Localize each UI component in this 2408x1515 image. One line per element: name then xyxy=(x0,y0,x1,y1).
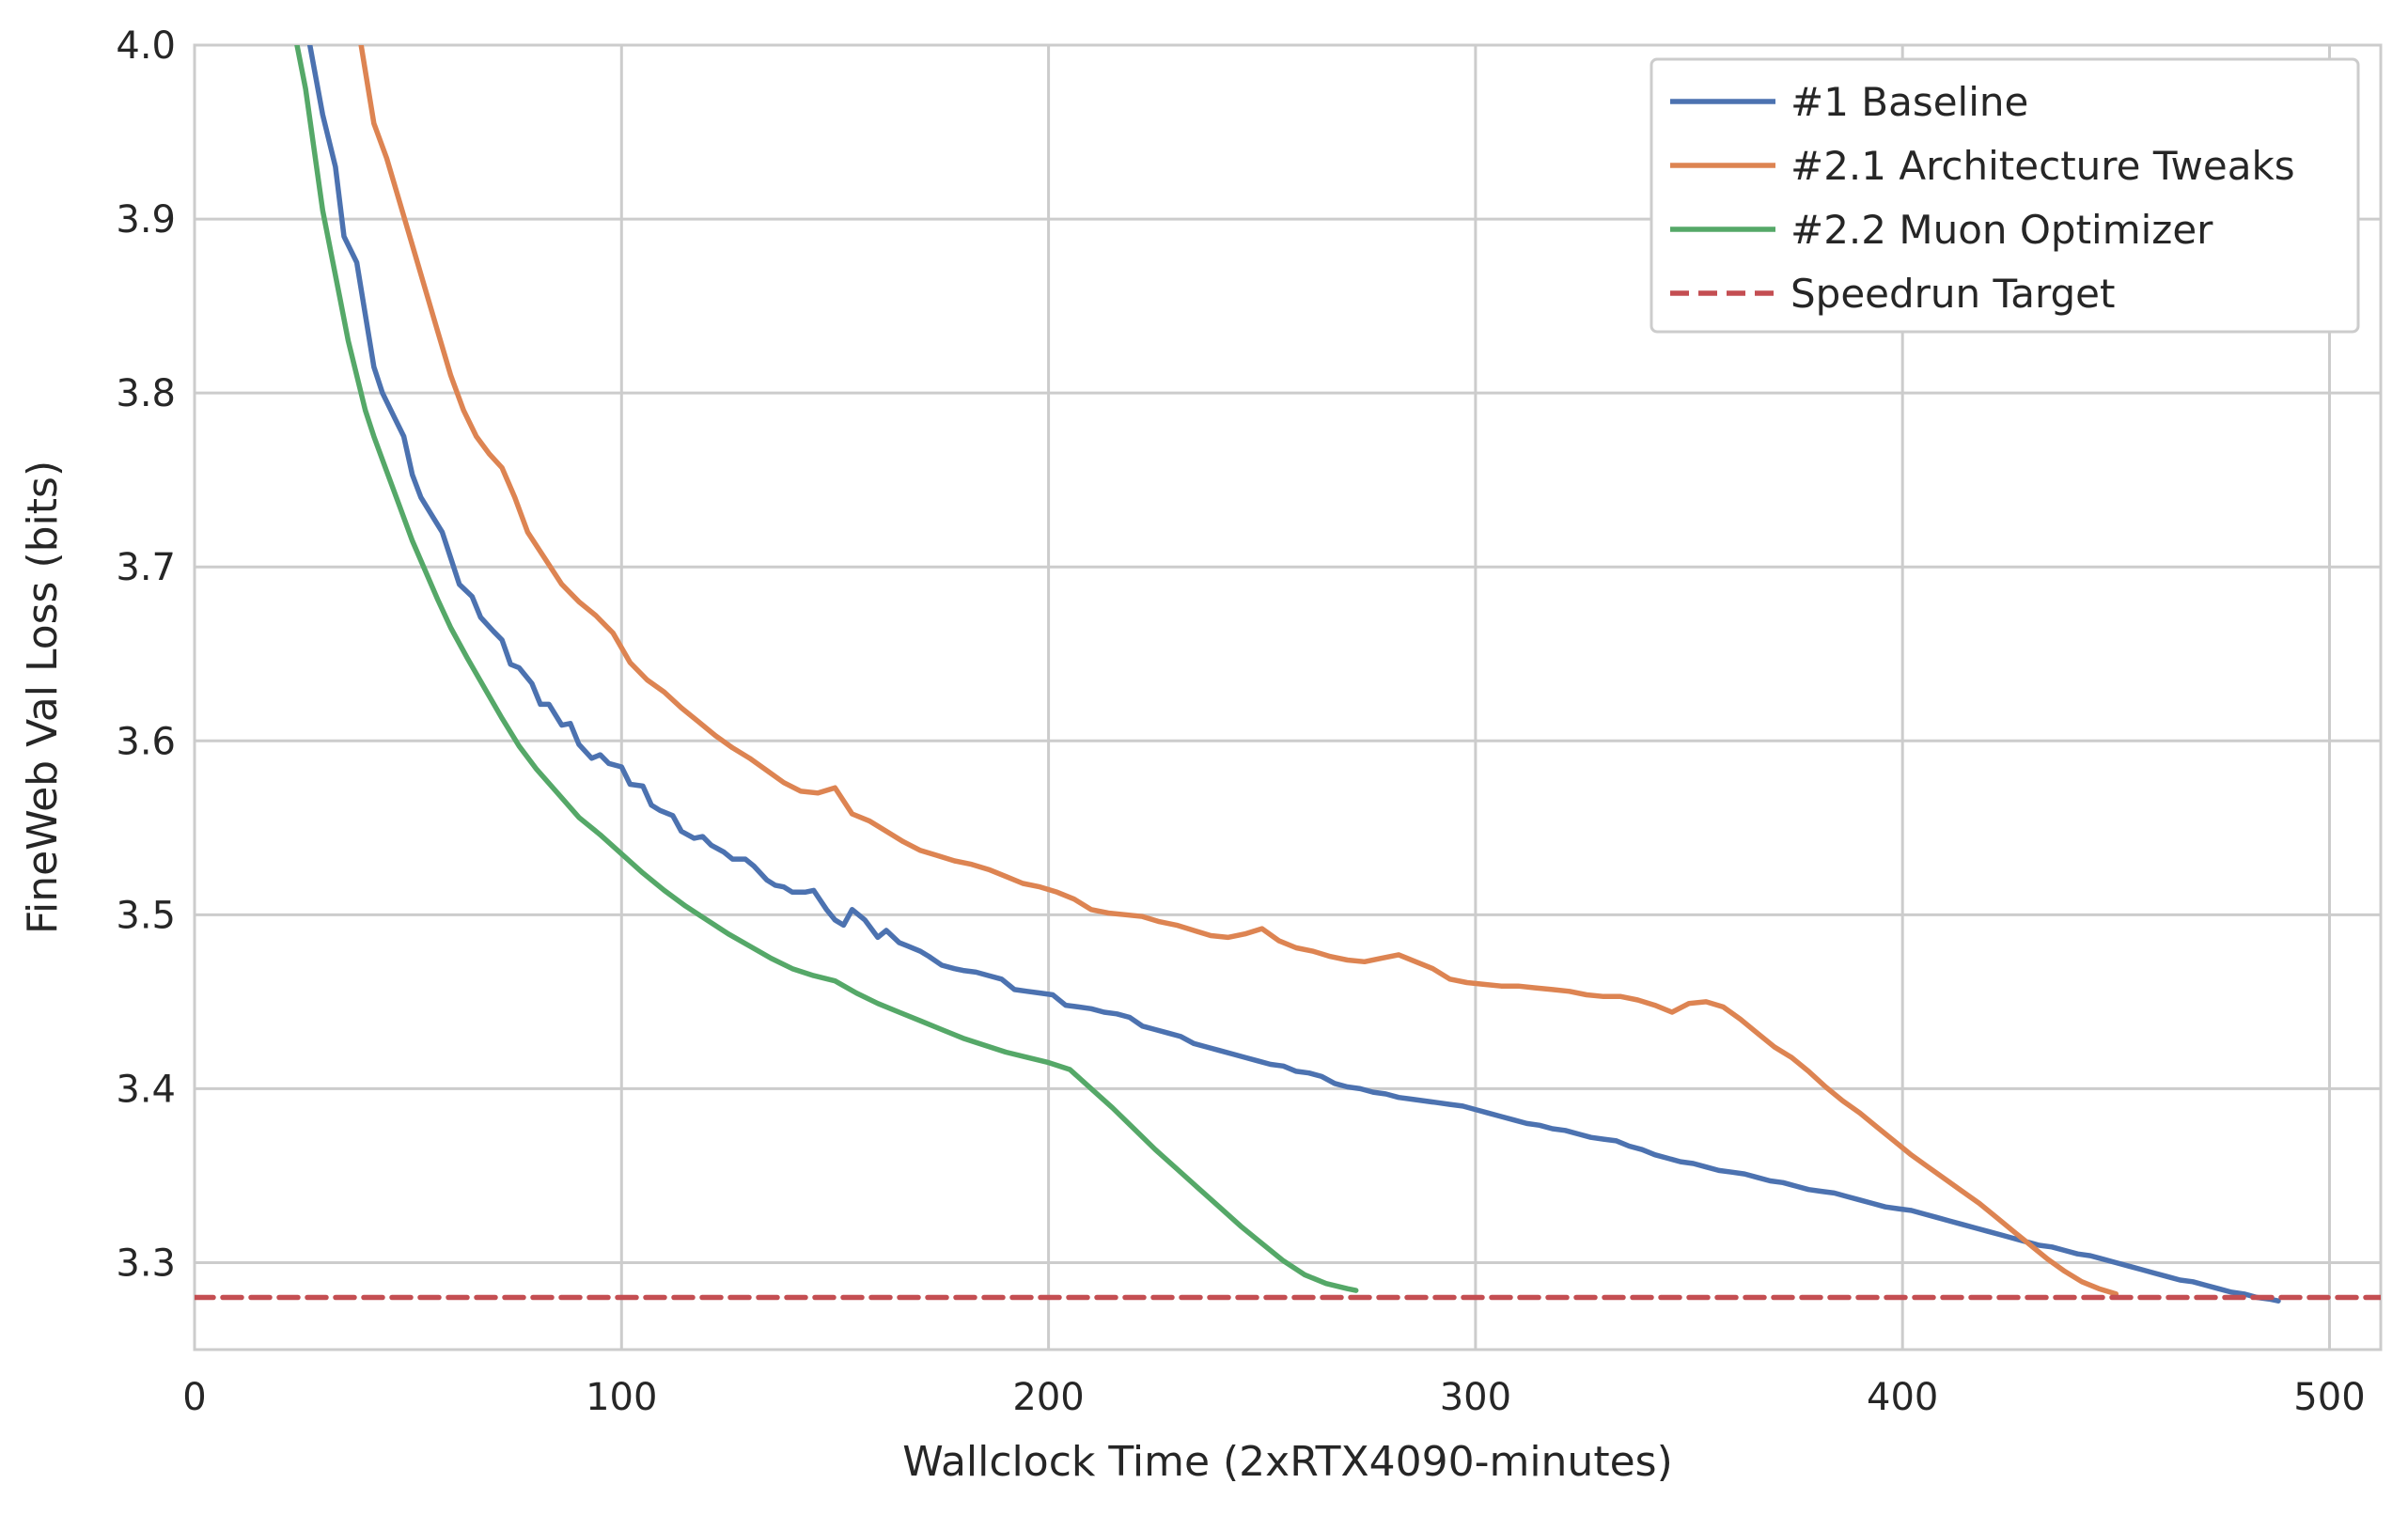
x-tick-label: 400 xyxy=(1867,1376,1938,1419)
y-tick-label: 3.6 xyxy=(116,720,176,763)
legend-label-muon-optimizer: #2.2 Muon Optimizer xyxy=(1790,207,2213,253)
y-tick-label: 3.7 xyxy=(116,546,176,589)
y-tick-label: 3.3 xyxy=(116,1242,176,1285)
x-tick-label: 0 xyxy=(182,1376,206,1419)
series-line-baseline xyxy=(306,45,2281,1304)
y-tick-label: 3.9 xyxy=(116,198,176,242)
legend-entry-speedrun-target: Speedrun Target xyxy=(1670,271,2115,317)
plot-frame xyxy=(193,43,2383,1351)
series-lines xyxy=(195,45,2381,1304)
x-tick-label: 100 xyxy=(586,1376,657,1419)
tick-labels: 0 100 200 300 400 500 3.3 3.4 3.5 3.6 3.7 3.8 3.9 4.0 xyxy=(116,24,2365,1419)
series-line-muon-optimizer xyxy=(294,45,1359,1293)
legend-label-architecture-tweaks: #2.1 Architecture Tweaks xyxy=(1790,143,2295,189)
legend-box xyxy=(1650,57,2360,334)
y-axis-label: FineWeb Val Loss (bits) xyxy=(19,461,67,934)
y-tick-label: 3.8 xyxy=(116,372,176,415)
legend: #1 Baseline #2.1 Architecture Tweaks #2.… xyxy=(1650,57,2360,334)
legend-label-baseline: #1 Baseline xyxy=(1790,79,2028,125)
x-tick-label: 500 xyxy=(2293,1376,2365,1419)
y-tick-label: 3.4 xyxy=(116,1068,176,1111)
x-axis-label: Wallclock Time (2xRTX4090-minutes) xyxy=(902,1438,1672,1486)
legend-entry-muon-optimizer: #2.2 Muon Optimizer xyxy=(1670,207,2213,253)
legend-label-speedrun-target: Speedrun Target xyxy=(1790,271,2115,317)
y-tick-label: 4.0 xyxy=(116,24,176,68)
legend-entry-architecture-tweaks: #2.1 Architecture Tweaks xyxy=(1670,143,2295,189)
x-tick-label: 300 xyxy=(1440,1376,1511,1419)
legend-entry-baseline: #1 Baseline xyxy=(1670,79,2028,125)
x-tick-label: 200 xyxy=(1012,1376,1084,1419)
series-line-architecture-tweaks xyxy=(358,45,2119,1297)
y-tick-label: 3.5 xyxy=(116,894,176,937)
